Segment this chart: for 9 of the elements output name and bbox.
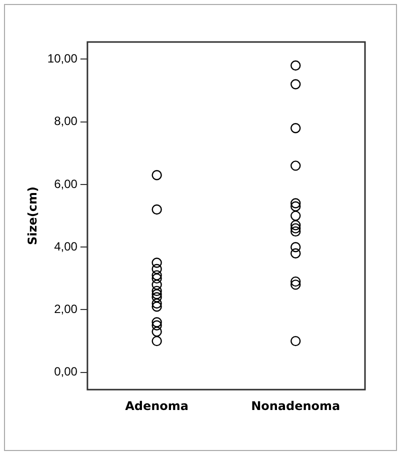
x-tick-label: Nonadenoma bbox=[251, 398, 340, 413]
y-tick-label: 2,00 bbox=[54, 302, 78, 316]
y-tick-label: 10,00 bbox=[47, 52, 78, 66]
y-tick-label: 6,00 bbox=[54, 176, 78, 191]
y-axis-title: Size(cm) bbox=[25, 186, 40, 246]
y-tick-label: 8,00 bbox=[54, 114, 78, 128]
y-tick-label: 0,00 bbox=[54, 364, 78, 379]
y-tick-label: 4,00 bbox=[54, 239, 78, 254]
x-tick-label: Adenoma bbox=[125, 398, 189, 413]
